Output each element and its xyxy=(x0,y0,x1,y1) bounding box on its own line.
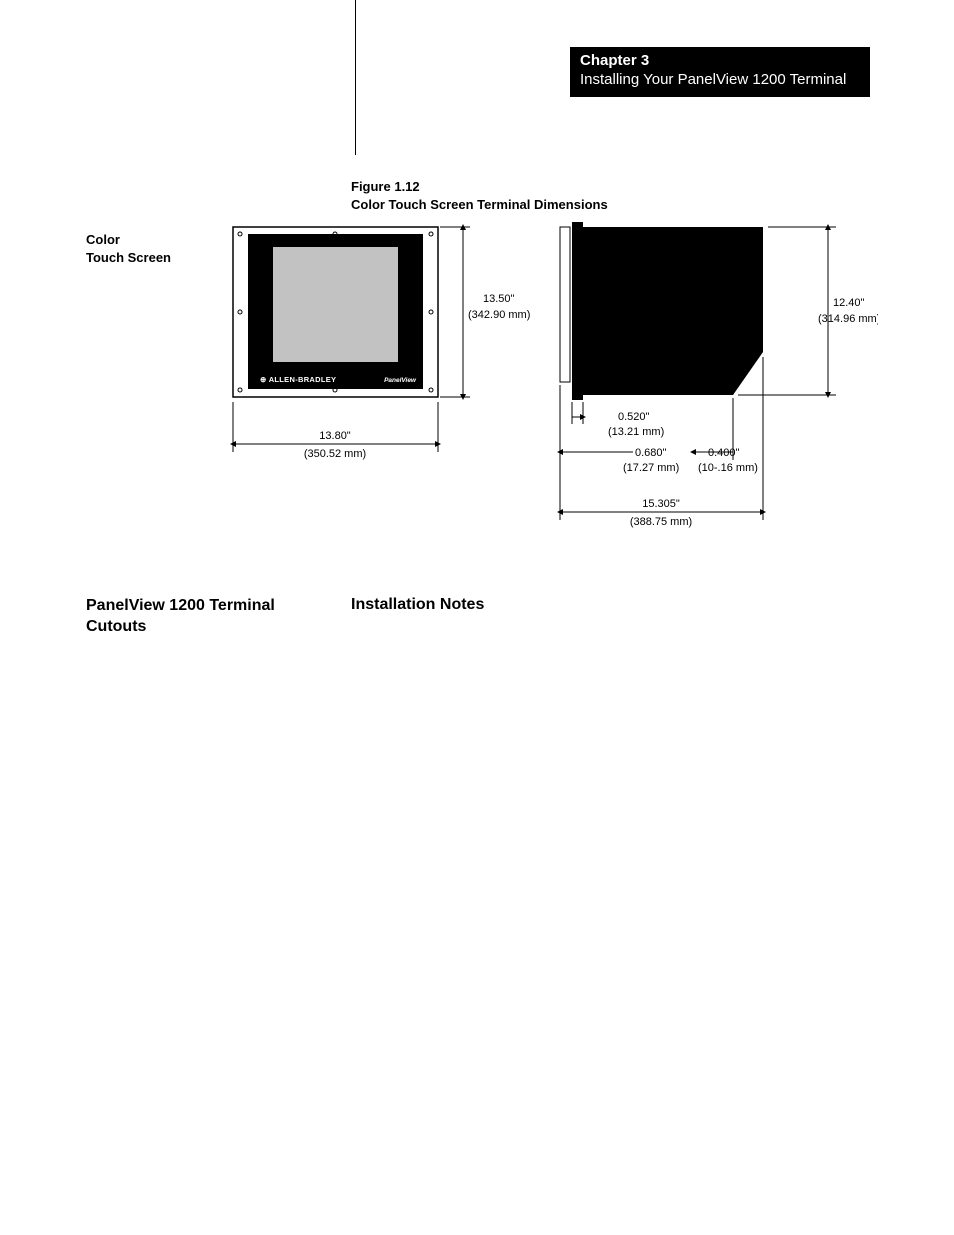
svg-text:(13.21 mm): (13.21 mm) xyxy=(608,426,664,438)
svg-text:0.520": 0.520" xyxy=(618,411,650,423)
svg-text:0.400": 0.400" xyxy=(708,447,740,459)
model-text: PanelView xyxy=(384,377,417,384)
side-width-in: 15.305" xyxy=(642,498,680,510)
front-width-in: 13.80" xyxy=(319,430,351,442)
side-width-mm: (388.75 mm) xyxy=(630,516,692,528)
svg-text:(10-.16 mm): (10-.16 mm) xyxy=(698,462,758,474)
svg-text:(17.27 mm): (17.27 mm) xyxy=(623,462,679,474)
side-height-in: 12.40" xyxy=(833,297,865,309)
front-height-in: 13.50" xyxy=(483,293,515,305)
figure-number: Figure 1.12 xyxy=(351,179,420,194)
chapter-subtitle: Installing Your PanelView 1200 Terminal xyxy=(580,71,860,90)
side-height-mm: (314.96 mm) xyxy=(818,313,878,325)
chapter-number: Chapter 3 xyxy=(580,52,860,71)
section-heading-cutouts: PanelView 1200 Terminal Cutouts xyxy=(86,596,326,638)
front-height-mm: (342.90 mm) xyxy=(468,309,530,321)
figure-caption: Color Touch Screen Terminal Dimensions xyxy=(351,197,608,212)
figure-title: Figure 1.12 Color Touch Screen Terminal … xyxy=(351,178,608,213)
chapter-header: Chapter 3 Installing Your PanelView 1200… xyxy=(570,47,870,97)
side-label-2: Touch Screen xyxy=(86,250,171,265)
brand-text: ALLEN-BRADLEY xyxy=(269,375,337,384)
side-view xyxy=(560,222,763,400)
svg-text:⊕ ALLEN-BRADLEY: ⊕ ALLEN-BRADLEY xyxy=(260,375,336,384)
dimension-diagram: ⊕ ALLEN-BRADLEY PanelView 13.50" (342.90… xyxy=(228,222,878,562)
front-width-mm: (350.52 mm) xyxy=(304,448,366,460)
header-divider-line xyxy=(355,0,356,155)
front-view: ⊕ ALLEN-BRADLEY PanelView xyxy=(233,227,438,397)
side-label-1: Color xyxy=(86,232,120,247)
section-heading-installation-notes: Installation Notes xyxy=(351,596,484,614)
svg-text:0.680": 0.680" xyxy=(635,447,667,459)
figure-side-label: Color Touch Screen xyxy=(86,231,171,266)
side-small-dims: 0.520" (13.21 mm) 0.680" (17.27 mm) 0.40… xyxy=(560,385,758,474)
